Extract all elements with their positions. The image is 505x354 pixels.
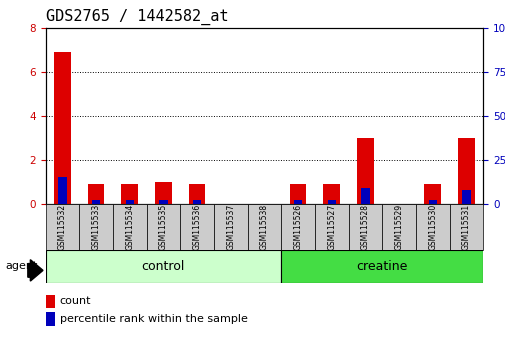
Bar xyxy=(281,204,314,250)
Bar xyxy=(121,184,138,204)
Text: creatine: creatine xyxy=(356,260,407,273)
Bar xyxy=(293,200,301,204)
Bar xyxy=(247,204,281,250)
Text: GSM115537: GSM115537 xyxy=(226,204,235,250)
Text: GSM115527: GSM115527 xyxy=(327,204,335,250)
Bar xyxy=(87,184,104,204)
Bar xyxy=(348,204,381,250)
Bar xyxy=(45,250,281,283)
Bar xyxy=(428,200,436,204)
Text: GSM115526: GSM115526 xyxy=(293,204,302,250)
Text: count: count xyxy=(60,296,91,306)
Bar xyxy=(54,52,71,204)
Bar xyxy=(323,184,339,204)
Bar xyxy=(289,184,306,204)
Text: agent: agent xyxy=(5,261,37,271)
Bar xyxy=(125,200,134,204)
Bar xyxy=(188,184,205,204)
Text: GSM115528: GSM115528 xyxy=(360,204,369,250)
Bar xyxy=(155,182,172,204)
Bar xyxy=(159,200,167,204)
Bar xyxy=(314,204,348,250)
FancyArrow shape xyxy=(28,260,43,281)
Bar xyxy=(281,250,482,283)
Bar xyxy=(415,204,448,250)
Bar xyxy=(113,204,146,250)
Text: GSM115529: GSM115529 xyxy=(394,204,403,250)
Text: GSM115535: GSM115535 xyxy=(159,204,168,250)
Bar xyxy=(356,138,373,204)
Bar xyxy=(58,177,67,204)
Text: GSM115532: GSM115532 xyxy=(58,204,67,250)
Text: GSM115531: GSM115531 xyxy=(461,204,470,250)
Text: GSM115533: GSM115533 xyxy=(91,204,100,250)
Bar xyxy=(214,204,247,250)
Text: percentile rank within the sample: percentile rank within the sample xyxy=(60,314,247,324)
Bar xyxy=(448,204,482,250)
Bar xyxy=(45,204,79,250)
Bar xyxy=(424,184,440,204)
Text: GSM115536: GSM115536 xyxy=(192,204,201,250)
Bar xyxy=(461,189,470,204)
Text: GSM115538: GSM115538 xyxy=(260,204,268,250)
Text: GSM115534: GSM115534 xyxy=(125,204,134,250)
Text: control: control xyxy=(141,260,185,273)
Text: GSM115530: GSM115530 xyxy=(427,204,436,250)
Bar xyxy=(91,200,100,204)
Bar xyxy=(146,204,180,250)
Bar xyxy=(180,204,214,250)
Bar xyxy=(457,138,474,204)
Bar xyxy=(79,204,113,250)
Bar xyxy=(381,204,415,250)
Bar xyxy=(192,200,201,204)
Bar xyxy=(327,200,335,204)
Text: GDS2765 / 1442582_at: GDS2765 / 1442582_at xyxy=(45,9,228,25)
Bar xyxy=(361,188,369,204)
